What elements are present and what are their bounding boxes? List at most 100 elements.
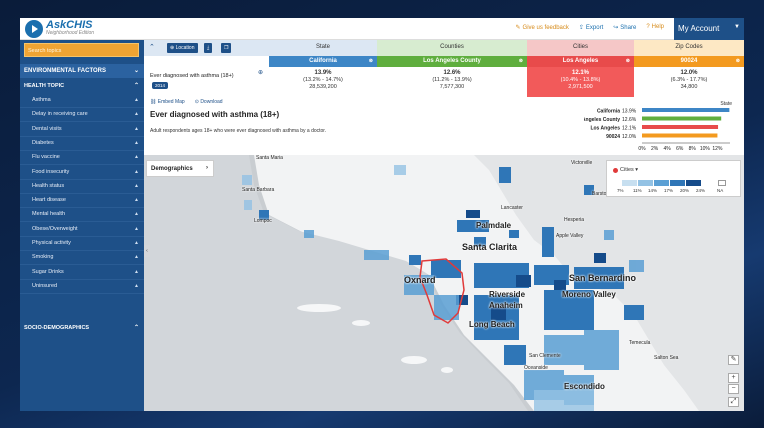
legend-layer-select[interactable]: Cities ▾	[620, 167, 639, 173]
expand-icon: ⤢	[730, 398, 737, 405]
caret-up-icon: ▲	[134, 240, 139, 246]
bar-value-label: 12.6%	[622, 117, 637, 123]
sidebar-item-sugar-drinks[interactable]: Sugar Drinks ▲	[20, 266, 144, 280]
sidebar-item-smoking[interactable]: Smoking ▲	[20, 251, 144, 266]
close-icon[interactable]: ⊗	[625, 58, 630, 64]
top-bar: AskCHIS Neighborhood Edition ✎ Give us fe…	[20, 18, 744, 40]
confidence-interval: (6.3% - 17.7%)	[670, 77, 708, 83]
place-label: Riverside	[489, 290, 526, 299]
sidebar-item-diabetes[interactable]: Diabetes ▲	[20, 137, 144, 151]
chevron-down-icon: ⌄	[133, 68, 139, 74]
help-icon: ?	[646, 24, 650, 30]
download-button[interactable]: ⤓	[204, 43, 213, 53]
sidebar-item-food-insecurity[interactable]: Food insecurity ▲	[20, 166, 144, 180]
sidebar-item-obese-overweight[interactable]: Obese/Overweight ▲	[20, 223, 144, 237]
bar-category-label: Los Angeles	[590, 126, 620, 132]
plus-icon: +	[731, 374, 736, 381]
download-icon: ⊙	[194, 99, 201, 105]
question-links: ⛓ Embed Map ⊙ Download	[150, 99, 223, 105]
target-icon: ⊕	[170, 45, 176, 51]
chevron-up-icon: ⌃	[133, 83, 139, 89]
my-account-button[interactable]: My Account ▼	[674, 18, 744, 40]
column-value-0: 13.9% (13.2% - 14.7%) 28,539,200	[269, 67, 377, 97]
share-link[interactable]: ↪ Share	[613, 25, 637, 31]
chevron-down-icon: ▼	[734, 24, 740, 30]
column-value-3: 12.0% (6.3% - 17.7%) 34,800	[634, 67, 744, 97]
caret-up-icon: ▲	[134, 211, 139, 218]
info-icon[interactable]: ⊕	[258, 70, 264, 76]
close-icon[interactable]: ⊗	[518, 58, 523, 64]
caret-up-icon: ▲	[134, 254, 139, 261]
sidebar-item-uninsured[interactable]: Uninsured ▲	[20, 280, 144, 294]
play-icon	[25, 20, 43, 38]
app-logo[interactable]: AskCHIS Neighborhood Edition	[25, 20, 94, 38]
caret-up-icon: ▲	[134, 111, 139, 118]
sidebar-item-delay-in-receiving-care[interactable]: Delay in receiving care ▲	[20, 108, 144, 123]
column-header-1: Counties	[377, 40, 527, 56]
estimate: 13.9%	[314, 70, 332, 76]
column-value-1: 12.6% (11.2% - 13.9%) 7,577,300	[377, 67, 527, 97]
location-button[interactable]: ⊕ Location	[167, 43, 198, 53]
health-topic-section[interactable]: HEALTH TOPIC ⌃	[24, 83, 139, 89]
place-label: Lancaster	[501, 205, 523, 211]
legend-tick: NA	[717, 188, 724, 193]
chevron-up-icon: ⌃	[133, 325, 139, 331]
legend-swatch	[638, 180, 653, 186]
confidence-interval: (11.2% - 13.9%)	[432, 77, 472, 83]
place-label: Long Beach	[469, 320, 515, 329]
download-link[interactable]: ⊙ Download	[194, 99, 223, 105]
legend-tick: 17%	[664, 188, 674, 193]
place-label: Lompoc	[254, 218, 272, 224]
sidebar-item-flu-vaccine[interactable]: Flu vaccine ▲	[20, 151, 144, 166]
column-selector-0[interactable]: California ⊗	[269, 56, 377, 67]
fullscreen-button[interactable]: ⤢	[728, 397, 739, 407]
close-icon[interactable]: ⊗	[735, 58, 740, 64]
sidebar-item-health-status[interactable]: Health status ▲	[20, 180, 144, 194]
place-label: Santa Maria	[256, 155, 283, 161]
zoom-in-button[interactable]: +	[728, 373, 739, 383]
socio-demographics-section[interactable]: SOCIO-DEMOGRAPHICS ⌃	[24, 325, 139, 331]
legend-swatch	[654, 180, 669, 186]
export-link[interactable]: ⇪ Export	[578, 25, 604, 31]
bookmark-button[interactable]: ❐	[221, 43, 232, 53]
column-selector-1[interactable]: Los Angeles County ⊗	[377, 56, 527, 67]
choropleth-map[interactable]: Santa Maria Santa Barbara Lompoc Palmdale La…	[144, 155, 744, 411]
bar-category-label: California	[597, 109, 620, 115]
chevron-up-icon[interactable]: ⌃	[149, 44, 155, 51]
column-selector-2[interactable]: Los Angeles ⊗	[527, 56, 634, 67]
zoom-out-button[interactable]: −	[728, 384, 739, 394]
sidebar-item-physical-activity[interactable]: Physical activity ▲	[20, 237, 144, 251]
year-badge[interactable]: 2014	[152, 82, 169, 89]
caret-up-icon: ▲	[134, 168, 139, 175]
feedback-link[interactable]: ✎ Give us feedback	[515, 25, 569, 31]
measure-button[interactable]: ✎	[728, 355, 739, 365]
demographics-button[interactable]: Demographics ›	[146, 160, 214, 177]
search-topics-input[interactable]: Search topics	[24, 43, 139, 57]
embed-map-link[interactable]: ⛓ Embed Map	[150, 99, 185, 105]
help-link[interactable]: ? Help	[646, 24, 664, 30]
place-label: Anaheim	[489, 301, 523, 310]
cities-dot-icon	[613, 168, 618, 173]
x-tick-label: 2%	[651, 146, 659, 152]
bar-category-label: 90024	[606, 134, 620, 140]
sidebar-item-mental-health[interactable]: Mental health ▲	[20, 208, 144, 223]
close-icon[interactable]: ⊗	[368, 58, 373, 64]
place-label: Hesperia	[564, 217, 585, 223]
place-label: Santa Clarita	[462, 242, 518, 252]
indicator-title: Ever diagnosed with asthma (18+)	[150, 110, 280, 119]
caret-up-icon: ▲	[134, 282, 139, 289]
sidebar-item-heart-disease[interactable]: Heart disease ▲	[20, 194, 144, 209]
column-selector-3[interactable]: 90024 ⊗	[634, 56, 744, 67]
estimate: 12.1%	[571, 70, 589, 76]
indicator-description: Adult respondents ages 18+ who were ever…	[150, 128, 327, 134]
environmental-factors-section[interactable]: ENVIRONMENTAL FACTORS ⌄	[20, 64, 144, 78]
sidebar-item-dental-visits[interactable]: Dental visits ▲	[20, 123, 144, 137]
collapse-panel-button[interactable]: ‹	[144, 245, 150, 257]
place-label: San Bernardino	[569, 273, 637, 283]
sidebar-item-asthma[interactable]: Asthma ▲	[20, 94, 144, 108]
column-header-2: Cities	[527, 40, 634, 56]
legend-swatch	[670, 180, 685, 186]
caret-up-icon: ▲	[134, 225, 139, 232]
place-label: Oceanside	[524, 365, 548, 371]
confidence-interval: (10.4% - 13.8%)	[560, 77, 601, 83]
